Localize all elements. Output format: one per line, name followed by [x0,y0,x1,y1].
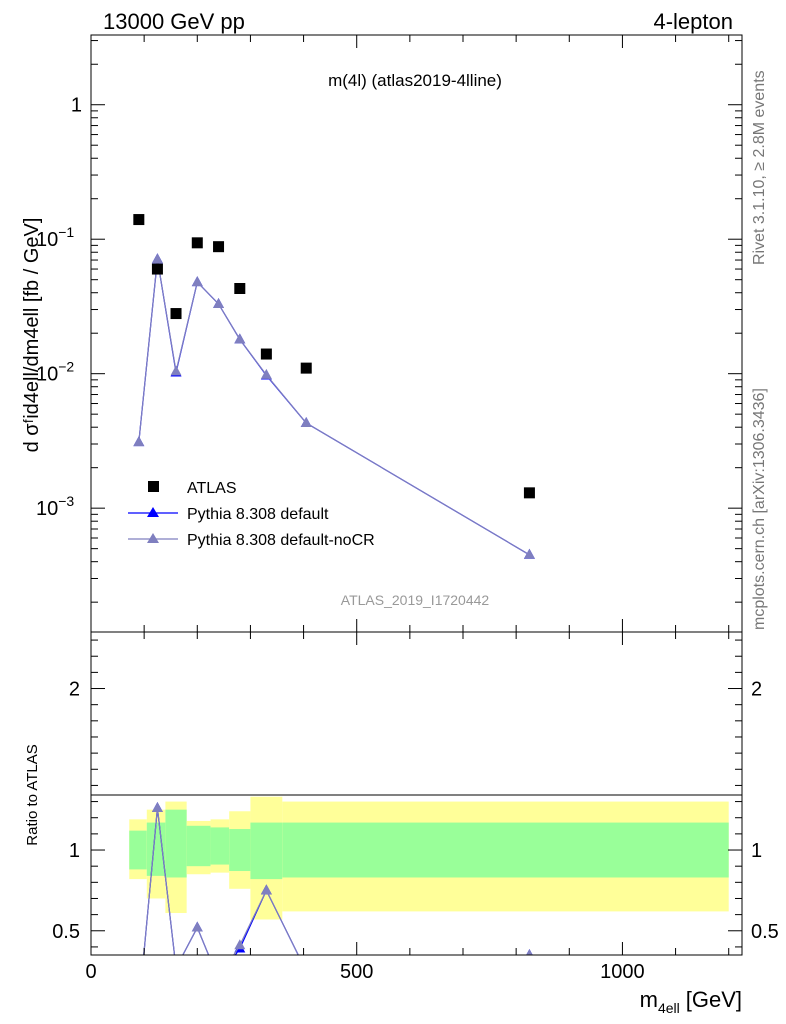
series-point-nocr [300,416,312,427]
y-tick-label-base: 10 [36,364,58,386]
ratio-line-nocr [143,807,530,955]
x-axis-label-subscript: 4ell [658,1000,680,1016]
legend-entry-atlas: ATLAS [148,480,237,497]
y-tick-label: 10−3 [36,493,74,520]
rivet-version-label: Rivet 3.1.10, ≥ 2.8M events [751,70,768,265]
y-tick-label-exponent: −2 [58,359,74,375]
series-point-nocr [213,297,225,308]
data-point-atlas [170,308,182,320]
ratio-y-axis-label: Ratio to ATLAS [24,744,41,845]
ratio-band-inner [250,822,283,880]
series-point-nocr [260,368,272,379]
legend-label-atlas: ATLAS [187,480,237,497]
x-axis-label: m4ell [GeV] [640,987,742,1016]
data-point-atlas [234,283,246,295]
data-point-atlas [523,487,535,499]
ratio-panel: 0.5 0.5 1 1 2 2 Ratio to ATLAS [24,631,779,956]
legend-label-nocr: Pythia 8.308 default-noCR [187,532,375,549]
beam-label: 13000 GeV pp [103,9,245,34]
ratio-plot-frame [90,631,743,956]
ratio-tick-label-left: 1 [69,840,80,862]
ratio-tick-label-left: 2 [69,679,80,701]
ratio-band-inner [129,830,147,870]
y-tick-label-base: 10 [36,229,58,251]
ratio-band-inner [282,822,729,878]
data-point-atlas [133,214,145,226]
legend-triangle-nocr [147,533,159,543]
data-point-atlas [191,237,203,249]
y-tick-label-exponent: −3 [58,493,74,509]
x-axis-tick-labels: 0 500 1000 [85,961,644,983]
main-panel: 110−110−210−3 m(4l) (atlas2019-4lline) A… [21,34,743,633]
data-point-atlas [300,362,312,374]
series-point-nocr [234,333,246,344]
ratio-point-nocr [234,939,246,950]
y-tick-label-exponent: −1 [58,224,74,240]
series-point-nocr [151,253,163,264]
legend-square-marker [148,481,159,492]
process-label: 4-lepton [653,9,733,34]
y-axis-label: d σᶠid4ell/dm4ell [fb / GeV] [21,218,43,453]
ratio-band-inner [210,827,230,865]
ratio-point-nocr [151,802,163,813]
ratio-tick-label-right: 0.5 [751,921,779,943]
series-point-nocr [523,548,535,559]
ratio-tick-label-right: 1 [751,840,762,862]
y-tick-label-base: 1 [71,95,82,117]
legend-label-default: Pythia 8.308 default [187,506,329,523]
x-tick-label: 0 [85,961,96,983]
data-point-atlas [213,241,225,253]
ratio-tick-label-right: 2 [751,679,762,701]
ratio-point-nocr [526,949,533,955]
plot-title: m(4l) (atlas2019-4lline) [328,71,502,90]
y-tick-label-base: 10 [36,498,58,520]
ratio-point-nocr [191,921,203,932]
x-axis-label-unit: [GeV] [686,987,742,1012]
ratio-band-inner [186,825,211,867]
x-axis-label-main: m [640,987,658,1012]
y-tick-label: 1 [71,95,82,117]
series-point-nocr [133,436,145,447]
y-tick-label: 10−2 [36,359,74,386]
ratio-point-nocr [260,884,272,895]
data-point-atlas [151,263,163,275]
y-tick-label: 10−1 [36,224,74,251]
x-tick-label: 500 [340,961,373,983]
x-tick-label: 1000 [600,961,645,983]
ratio-tick-label-left: 0.5 [52,921,80,943]
ratio-band-inner [229,829,251,872]
main-axis-ticks: 110−110−210−3 [36,35,742,632]
analysis-id-label: ATLAS_2019_I1720442 [341,592,490,608]
data-point-atlas [260,348,272,360]
ratio-axis-ticks: 0.5 0.5 1 1 2 2 [52,632,779,955]
mcplots-label: mcplots.cern.ch [arXiv:1306.3436] [751,388,768,630]
legend-triangle-default [147,507,159,517]
legend: ATLAS Pythia 8.308 default Pythia 8.308 … [128,480,375,549]
legend-entry-pythia-default: Pythia 8.308 default [128,506,329,523]
series-point-nocr [170,365,182,376]
series-point-nocr [191,276,203,287]
legend-entry-pythia-nocr: Pythia 8.308 default-noCR [128,532,375,549]
ratio-band-inner [165,809,187,878]
